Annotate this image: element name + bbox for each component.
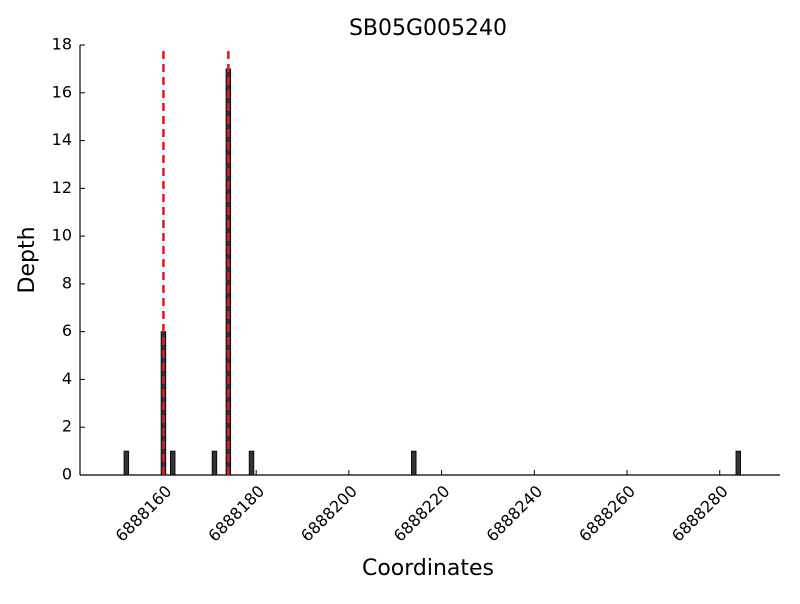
x-tick-label: 6888280 — [668, 482, 732, 546]
y-tick-label: 2 — [62, 417, 72, 436]
bar — [248, 450, 255, 476]
x-tick-label: 6888240 — [482, 482, 546, 546]
y-tick-label: 4 — [62, 369, 72, 388]
y-tick-label: 0 — [62, 465, 72, 484]
y-axis-label: Depth — [15, 226, 40, 293]
x-tick-label: 6888200 — [297, 482, 361, 546]
bar — [411, 450, 417, 476]
bar — [169, 450, 176, 476]
y-tick-label: 14 — [52, 130, 72, 149]
y-tick-label: 16 — [52, 82, 72, 101]
y-tick-label: 8 — [62, 273, 72, 292]
y-tick-label: 12 — [52, 178, 72, 197]
chart-title: SB05G005240 — [349, 16, 507, 41]
x-tick-label: 6888180 — [204, 482, 268, 546]
bar — [735, 450, 741, 476]
y-tick-label: 6 — [62, 321, 72, 340]
x-axis-label: Coordinates — [362, 556, 494, 581]
y-tick-label: 10 — [52, 226, 72, 245]
x-tick-label: 6888160 — [112, 482, 176, 546]
bar — [123, 450, 130, 476]
bar — [211, 450, 218, 476]
x-tick-label: 6888220 — [390, 482, 454, 546]
x-tick-label: 6888260 — [575, 482, 639, 546]
y-tick-label: 18 — [52, 35, 72, 54]
